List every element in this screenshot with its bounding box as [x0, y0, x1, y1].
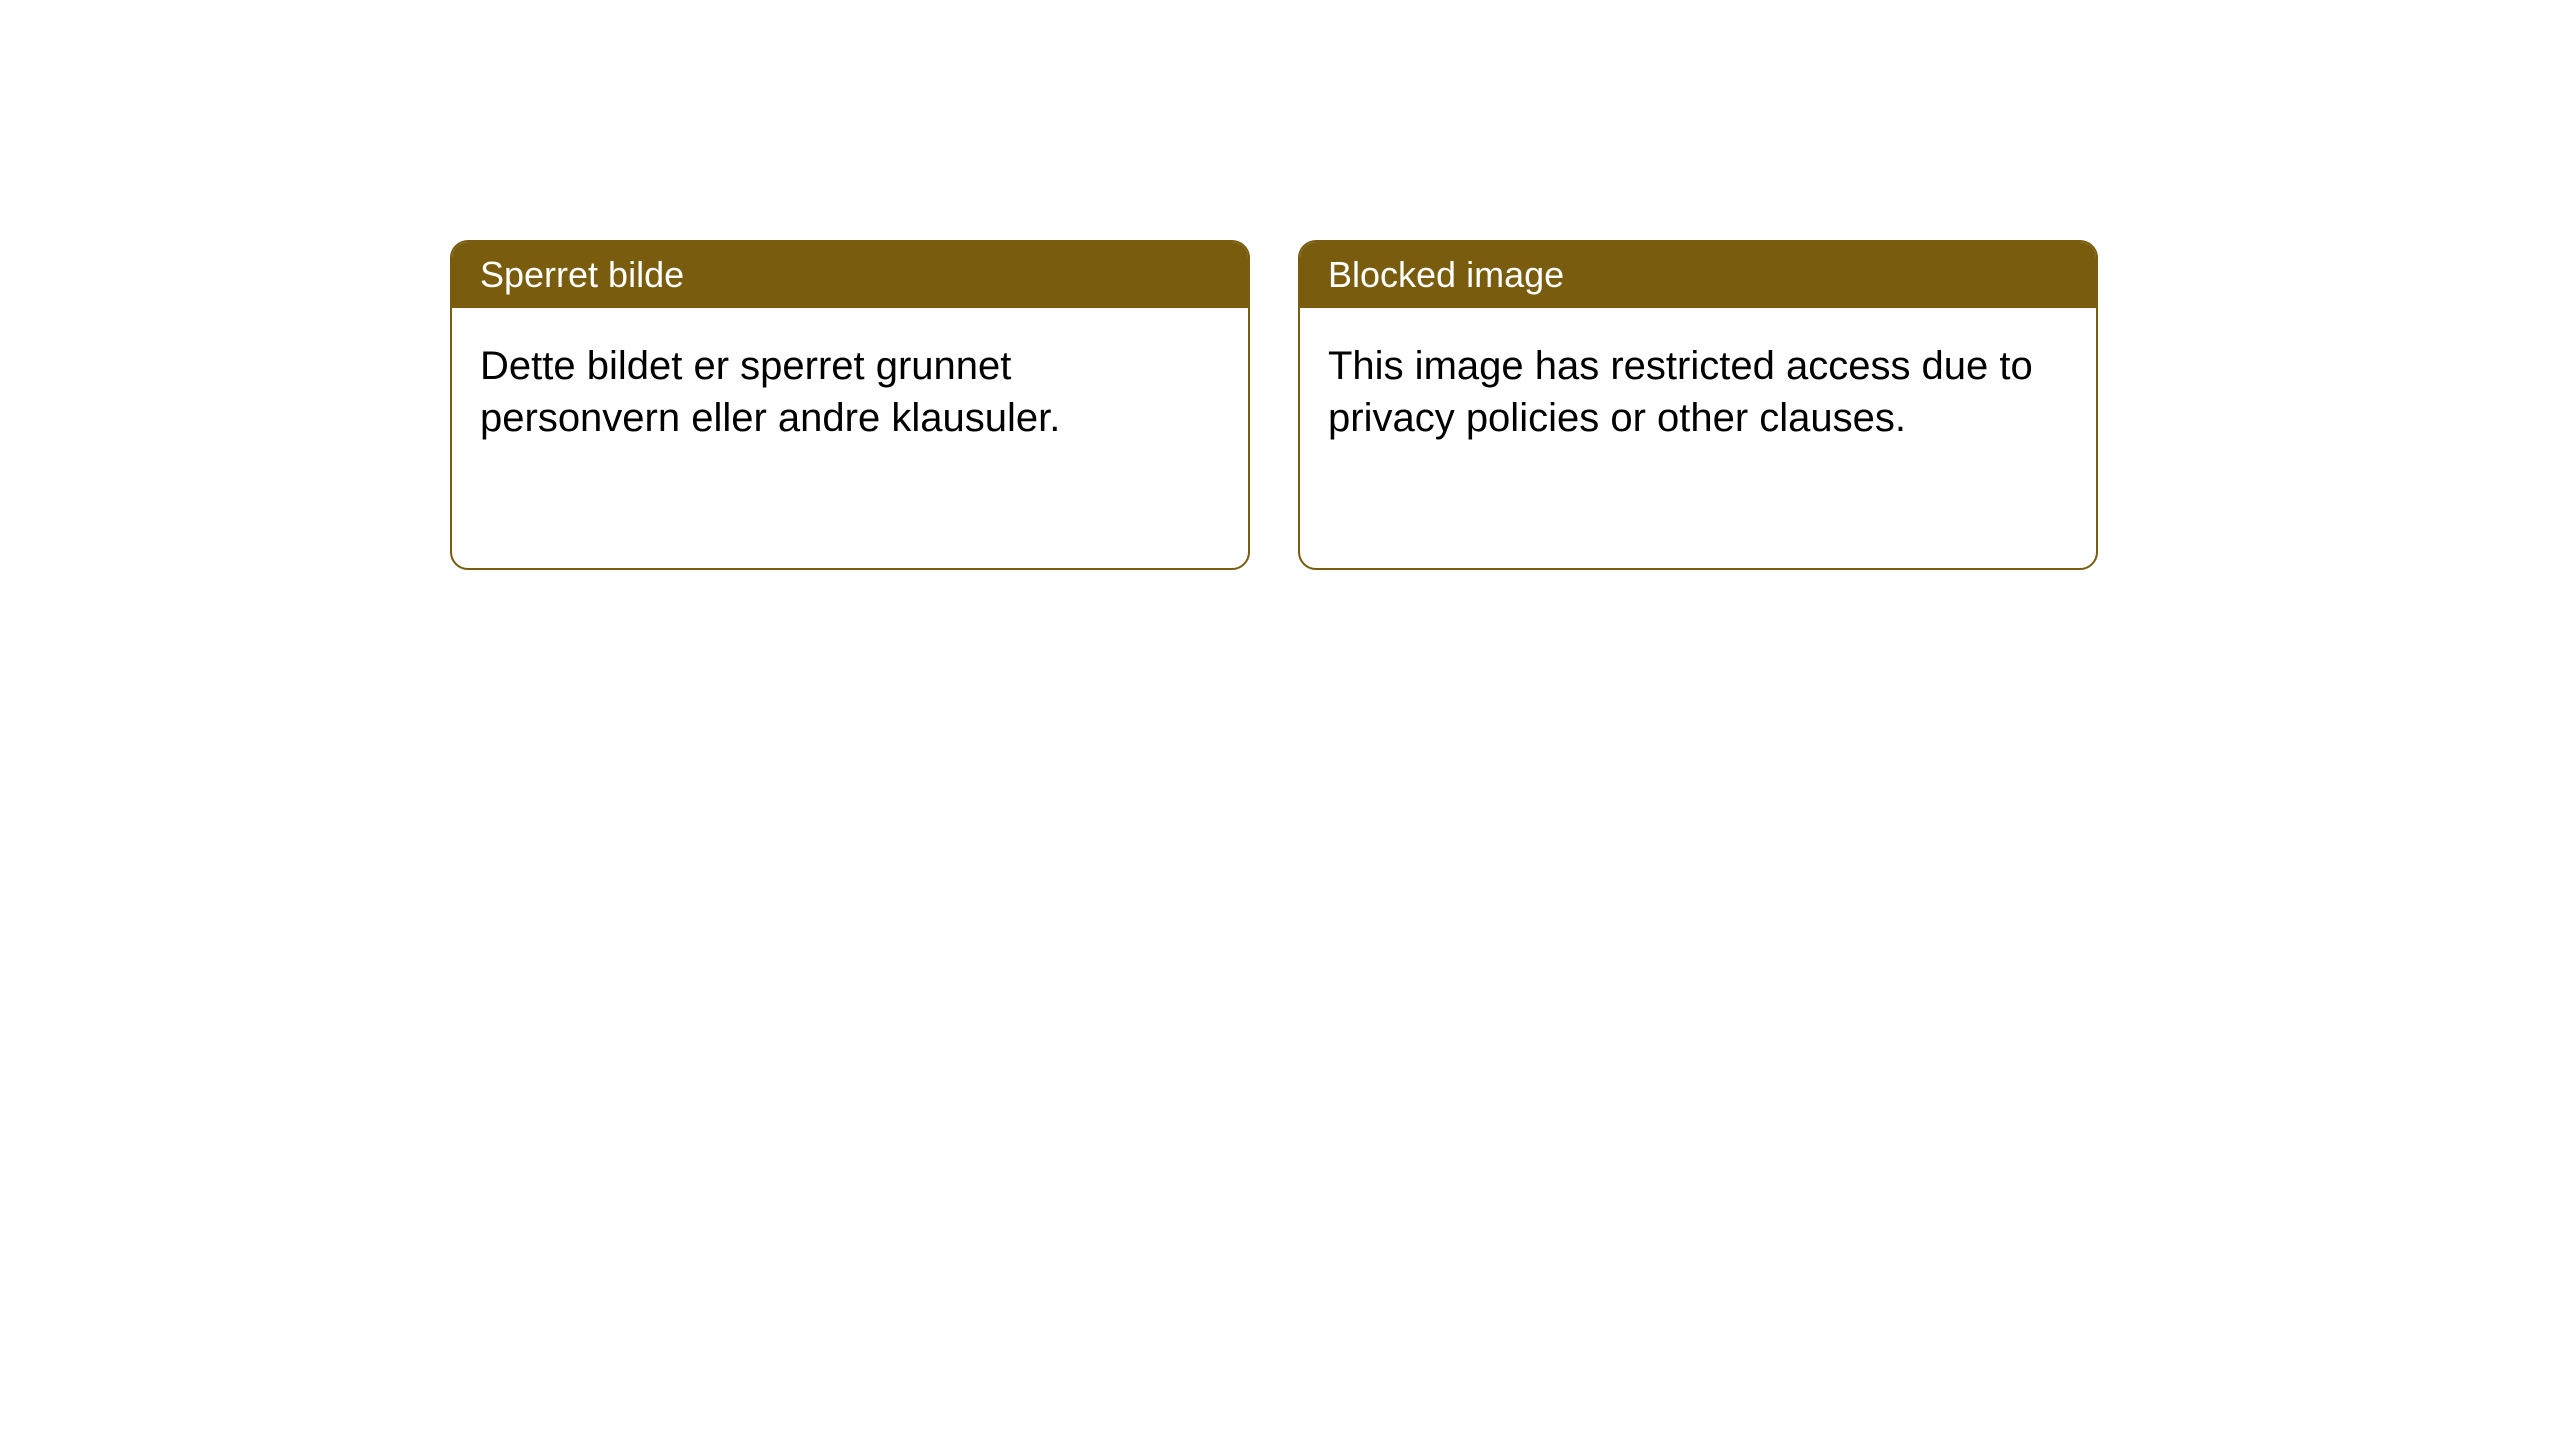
- notice-text-no: Dette bildet er sperret grunnet personve…: [480, 344, 1060, 440]
- notice-card-no: Sperret bilde Dette bildet er sperret gr…: [450, 240, 1250, 570]
- notice-text-en: This image has restricted access due to …: [1328, 344, 2033, 440]
- notice-header-no: Sperret bilde: [452, 242, 1248, 308]
- notice-body-en: This image has restricted access due to …: [1300, 308, 2096, 568]
- notice-title-en: Blocked image: [1328, 254, 1564, 295]
- notice-header-en: Blocked image: [1300, 242, 2096, 308]
- notice-title-no: Sperret bilde: [480, 254, 684, 295]
- notice-container: Sperret bilde Dette bildet er sperret gr…: [0, 0, 2560, 570]
- notice-body-no: Dette bildet er sperret grunnet personve…: [452, 308, 1248, 568]
- notice-card-en: Blocked image This image has restricted …: [1298, 240, 2098, 570]
